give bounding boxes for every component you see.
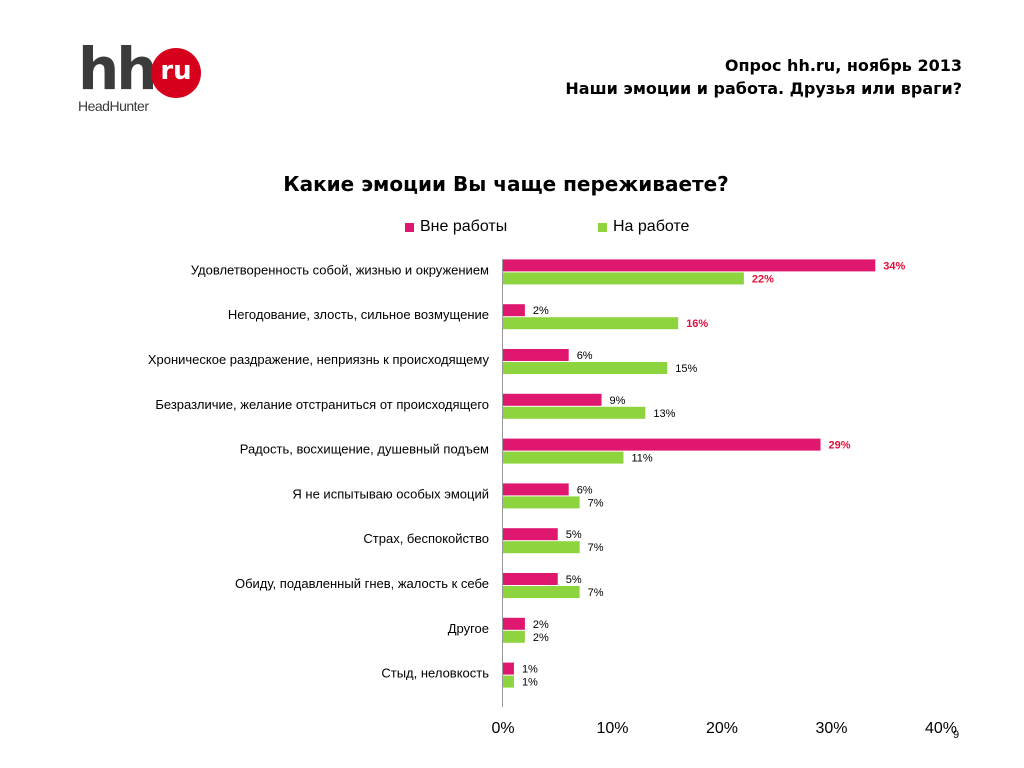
data-label-outside-work: 6% bbox=[577, 350, 593, 362]
bar-at-work bbox=[503, 541, 580, 554]
headhunter-logo: hh ru HeadHunter bbox=[78, 40, 208, 120]
logo-brand: hh bbox=[78, 35, 158, 103]
bar-at-work bbox=[503, 586, 580, 598]
bar-outside-work bbox=[503, 617, 525, 630]
category-label: Обиду, подавленный гнев, жалость к себе bbox=[235, 576, 489, 591]
bar-at-work bbox=[503, 675, 514, 688]
logo-subtitle: HeadHunter bbox=[78, 98, 149, 114]
x-tick-label: 10% bbox=[596, 720, 628, 737]
bar-outside-work bbox=[503, 573, 558, 585]
legend-label-outside-work: Вне работы bbox=[420, 218, 508, 235]
data-label-outside-work: 29% bbox=[829, 440, 851, 452]
chart-title: Какие эмоции Вы чаще переживаете? bbox=[283, 172, 729, 196]
data-label-at-work: 7% bbox=[588, 542, 604, 554]
data-label-outside-work: 9% bbox=[610, 395, 626, 407]
bar-outside-work bbox=[503, 662, 514, 675]
legend-swatch-outside-work bbox=[405, 222, 414, 232]
legend-swatch-at-work bbox=[598, 222, 607, 232]
bar-outside-work bbox=[503, 528, 558, 541]
bar-outside-work bbox=[503, 483, 569, 496]
survey-header: Опрос hh.ru, ноябрь 2013 Наши эмоции и р… bbox=[565, 54, 962, 100]
data-label-at-work: 2% bbox=[533, 632, 549, 644]
category-label: Безразличие, желание отстраниться от про… bbox=[155, 397, 489, 412]
bar-at-work bbox=[503, 272, 744, 285]
data-label-outside-work: 2% bbox=[533, 619, 549, 631]
category-label: Стыд, неловкость bbox=[381, 666, 489, 681]
category-label: Я не испытываю особых эмоций bbox=[292, 486, 489, 501]
bar-at-work bbox=[503, 406, 646, 419]
x-tick-label: 20% bbox=[706, 720, 738, 737]
data-label-at-work: 15% bbox=[675, 363, 697, 375]
data-label-at-work: 16% bbox=[686, 318, 708, 330]
data-label-outside-work: 1% bbox=[522, 664, 538, 676]
data-label-at-work: 22% bbox=[752, 273, 774, 285]
data-label-outside-work: 5% bbox=[566, 574, 582, 586]
x-tick-label: 30% bbox=[815, 720, 847, 737]
bar-at-work bbox=[503, 317, 679, 330]
data-label-outside-work: 5% bbox=[566, 529, 582, 541]
category-label: Другое bbox=[448, 621, 489, 636]
bar-at-work bbox=[503, 630, 525, 643]
data-label-at-work: 13% bbox=[653, 408, 675, 420]
category-label: Хроническое раздражение, неприязнь к про… bbox=[148, 352, 490, 367]
legend-item-at-work: На работе bbox=[598, 218, 689, 236]
header-line-2: Наши эмоции и работа. Друзья или враги? bbox=[565, 79, 962, 98]
data-label-at-work: 7% bbox=[588, 587, 604, 599]
chart-legend: Вне работы На работе bbox=[0, 218, 1024, 240]
bar-at-work bbox=[503, 362, 668, 374]
bar-outside-work bbox=[503, 349, 569, 361]
data-label-at-work: 11% bbox=[631, 453, 652, 465]
data-label-at-work: 7% bbox=[588, 497, 604, 509]
category-label: Страх, беспокойство bbox=[363, 531, 489, 546]
category-label: Удовлетворенность собой, жизнью и окруже… bbox=[191, 262, 489, 277]
legend-item-outside-work: Вне работы bbox=[405, 218, 507, 236]
bar-outside-work bbox=[503, 438, 821, 451]
category-label: Негодование, злость, сильное возмущение bbox=[228, 307, 489, 322]
bar-outside-work bbox=[503, 304, 525, 317]
category-label: Радость, восхищение, душевный подъем bbox=[240, 442, 489, 457]
page-number: 9 bbox=[953, 729, 960, 741]
bar-at-work bbox=[503, 496, 580, 509]
x-tick-label: 0% bbox=[491, 720, 514, 737]
data-label-outside-work: 34% bbox=[883, 260, 905, 272]
header-line-1: Опрос hh.ru, ноябрь 2013 bbox=[724, 56, 962, 75]
bar-outside-work bbox=[503, 259, 876, 272]
bar-outside-work bbox=[503, 393, 602, 406]
data-label-outside-work: 6% bbox=[577, 484, 593, 496]
legend-label-at-work: На работе bbox=[613, 218, 690, 235]
logo-ru-circle: ru bbox=[151, 48, 201, 98]
data-label-outside-work: 2% bbox=[533, 305, 549, 317]
bar-at-work bbox=[503, 451, 624, 464]
data-label-at-work: 1% bbox=[522, 677, 538, 689]
